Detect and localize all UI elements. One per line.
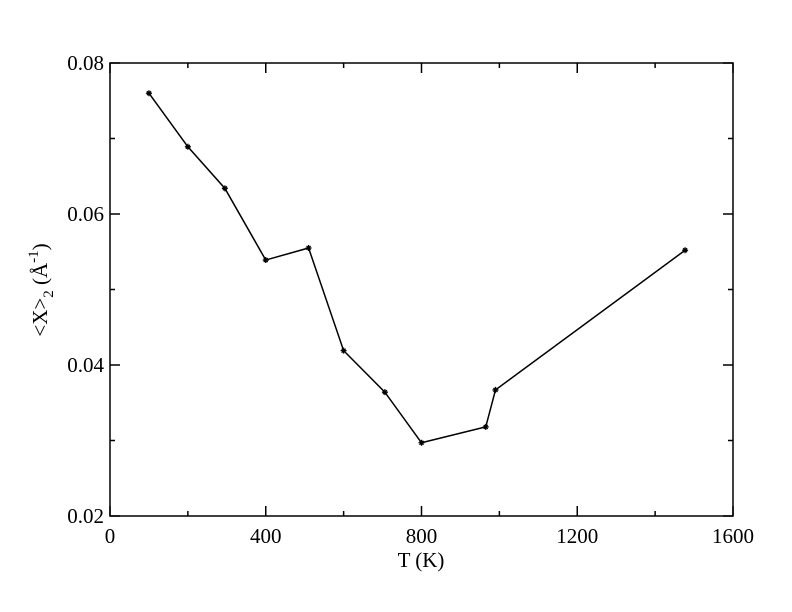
y-label-sup: -1 [26,250,42,263]
data-marker [418,439,425,446]
data-marker [184,143,191,150]
data-marker [305,244,312,251]
y-tick-label: 0.08 [67,51,104,75]
x-tick-label: 1600 [712,524,754,548]
data-marker [381,389,388,396]
y-label-sub: 2 [41,290,57,298]
x-tick-label: 1200 [556,524,598,548]
x-tick-label: 400 [250,524,282,548]
x-tick-label: 800 [406,524,438,548]
data-marker [262,257,269,264]
data-marker [221,185,228,192]
y-axis-label: <X>2 (Å-1) [26,243,57,336]
y-label-part: (Å [28,262,52,290]
plot-frame [109,62,734,517]
y-tick-label: 0.04 [67,353,104,377]
y-label-part: ) [28,243,52,250]
data-marker [145,90,152,97]
x-axis-label: T (K) [398,548,445,572]
data-marker [682,247,689,254]
y-tick-label: 0.06 [67,202,104,226]
x-tick-label: 0 [105,524,116,548]
data-line [148,92,686,444]
data-marker [482,423,489,430]
data-marker [340,347,347,354]
y-tick-label: 0.02 [67,504,104,528]
data-marker [492,386,499,393]
y-label-part: <X> [28,298,52,337]
